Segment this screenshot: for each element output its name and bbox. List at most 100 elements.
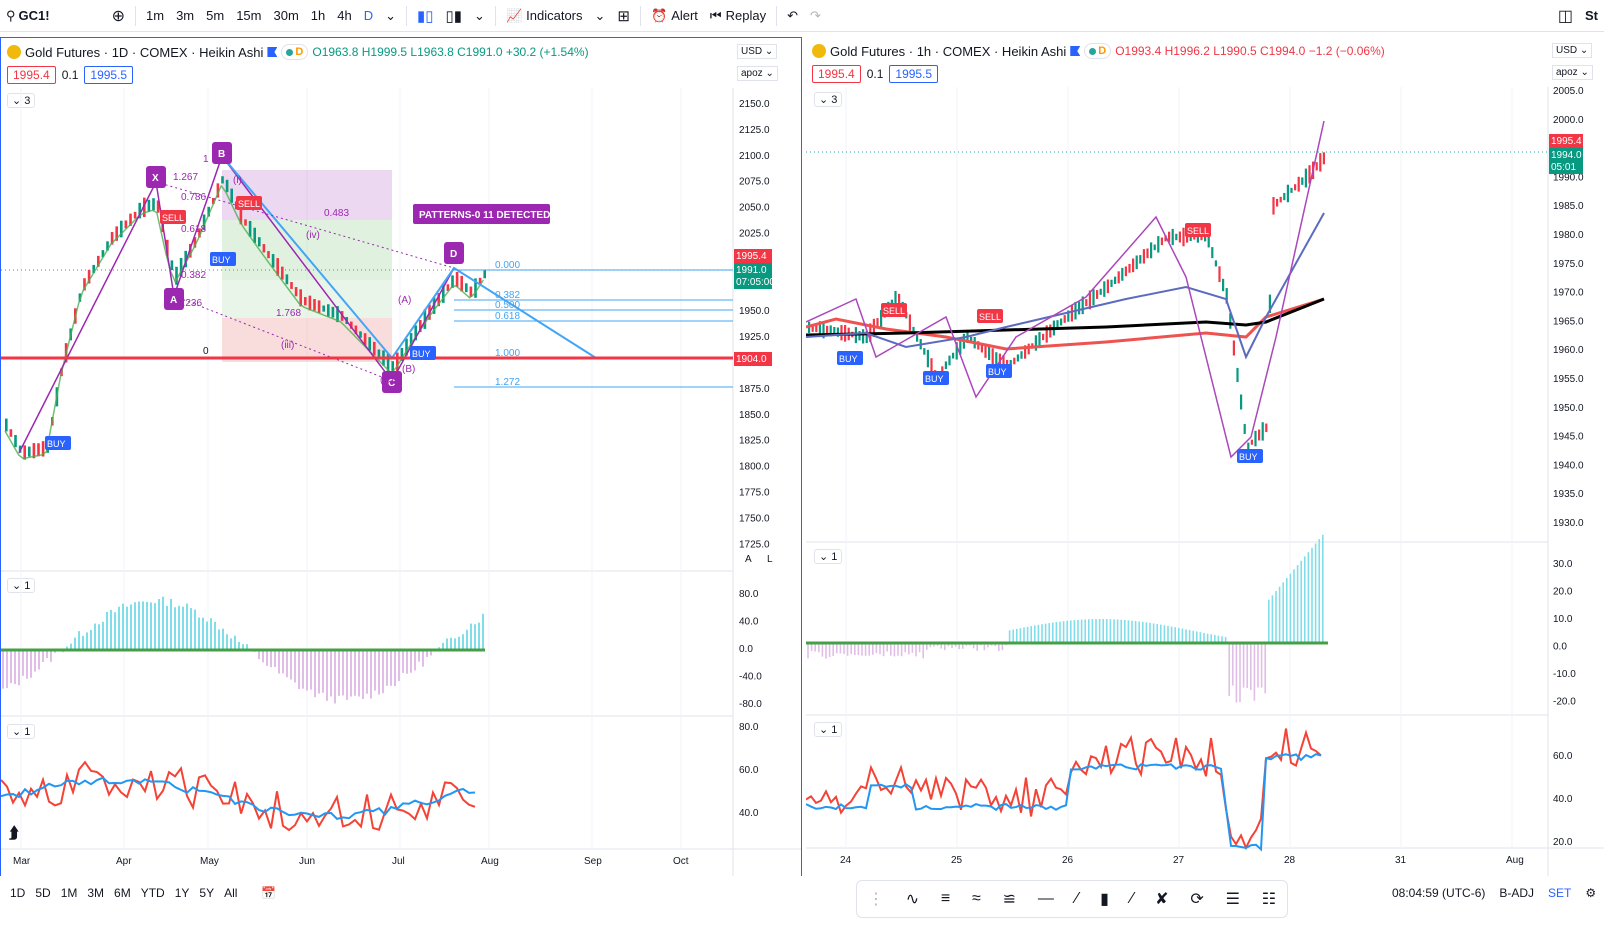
- interval-30m[interactable]: 30m: [273, 8, 299, 23]
- chart-type-dropdown[interactable]: ⌄: [468, 0, 491, 32]
- horizontal-ray-icon[interactable]: —: [1037, 890, 1054, 907]
- log-scale-button[interactable]: L: [767, 554, 773, 565]
- market-status[interactable]: D: [1084, 43, 1112, 59]
- range-1y[interactable]: 1Y: [174, 886, 190, 900]
- cycle-icon[interactable]: ⟳: [1190, 891, 1204, 908]
- indicators-dropdown[interactable]: ⌄: [589, 0, 612, 32]
- osc-pane-toggle[interactable]: ⌄ 1: [814, 549, 843, 564]
- interval-1m[interactable]: 1m: [146, 8, 165, 23]
- settings-gear-icon[interactable]: ⚙: [1585, 886, 1597, 900]
- interval-3m[interactable]: 3m: [176, 8, 195, 23]
- signal-marker[interactable]: [1237, 449, 1263, 463]
- layout-toggle-button[interactable]: ◫: [1552, 0, 1579, 32]
- bar-style-button[interactable]: ▮▯: [411, 0, 440, 32]
- interval-1h[interactable]: 1h: [310, 8, 326, 23]
- drag-handle-icon[interactable]: ⋮: [867, 891, 884, 908]
- harmonic-point-marker[interactable]: [444, 242, 464, 264]
- daily-chart-canvas[interactable]: ⮭ 2150.02125.02100.02075.02050.02025.020…: [1, 38, 801, 893]
- bars-icon[interactable]: ▮: [1100, 891, 1109, 908]
- chart-title[interactable]: Gold Futures · 1D · COMEX · Heikin Ashi: [25, 44, 264, 60]
- signal-marker[interactable]: [160, 210, 186, 224]
- interval-d[interactable]: D: [363, 8, 374, 23]
- interval-15m[interactable]: 15m: [236, 8, 262, 23]
- scale-mode-selector[interactable]: apoz ⌄: [1552, 65, 1593, 80]
- range-5d[interactable]: 5D: [35, 886, 51, 900]
- undo-button[interactable]: ↶: [781, 0, 804, 32]
- chart-title[interactable]: Gold Futures · 1h · COMEX · Heikin Ashi: [830, 43, 1067, 59]
- profile-text[interactable]: St: [1585, 8, 1598, 23]
- alert-button[interactable]: ⏰ Alert: [645, 0, 704, 32]
- currency-selector[interactable]: USD ⌄: [737, 44, 778, 59]
- pane-collapse-toggle[interactable]: ⌄ 3: [814, 92, 843, 107]
- signal-marker[interactable]: [210, 252, 236, 266]
- currency-selector[interactable]: USD ⌄: [1552, 43, 1593, 58]
- goto-date-icon[interactable]: 📅: [261, 886, 277, 900]
- symbol-search[interactable]: ⚲ GC1!: [0, 0, 56, 32]
- xabcd-icon[interactable]: ✘: [1155, 891, 1169, 908]
- candle: [258, 237, 261, 247]
- harmonic-point-marker[interactable]: [212, 142, 232, 164]
- layout-button[interactable]: ⊞: [611, 0, 636, 32]
- interval-5m[interactable]: 5m: [206, 8, 225, 23]
- pattern-banner[interactable]: [413, 204, 550, 224]
- auto-scale-button[interactable]: A: [745, 554, 752, 565]
- elliott-wave-label: (B): [402, 364, 415, 375]
- chart-panel-daily[interactable]: Gold Futures · 1D · COMEX · Heikin Ashi …: [0, 37, 802, 894]
- lines-icon[interactable]: ≡: [940, 890, 951, 907]
- candle: [1067, 310, 1070, 322]
- range-5y[interactable]: 5Y: [199, 886, 215, 900]
- replay-button[interactable]: ⏮ Replay: [704, 0, 772, 32]
- abcd-icon[interactable]: ≈: [972, 890, 981, 907]
- candle: [478, 277, 482, 285]
- bid-price[interactable]: 1995.4: [7, 66, 56, 84]
- range-ytd[interactable]: YTD: [140, 886, 165, 900]
- signal-marker[interactable]: [881, 303, 907, 317]
- trend-pattern-icon[interactable]: ∿: [905, 891, 920, 908]
- range-3m[interactable]: 3M: [87, 886, 105, 900]
- chart-panel-hourly[interactable]: Gold Futures · 1h · COMEX · Heikin Ashi …: [806, 37, 1604, 894]
- fib-icon[interactable]: ☰: [1225, 891, 1240, 908]
- signal-marker[interactable]: [236, 196, 262, 210]
- split-layout-icon: ◫: [1557, 7, 1573, 25]
- adjustment-toggle[interactable]: B-ADJ: [1499, 886, 1535, 900]
- signal-marker[interactable]: [1185, 223, 1211, 237]
- fib-extension-icon[interactable]: ☷: [1261, 891, 1277, 908]
- range-all[interactable]: All: [224, 886, 238, 900]
- parallel-channel-icon[interactable]: ≌: [1002, 891, 1017, 908]
- flag-icon[interactable]: [267, 47, 278, 57]
- harmonic-point-marker[interactable]: [146, 166, 166, 188]
- candle: [373, 341, 376, 356]
- signal-marker[interactable]: [923, 371, 949, 385]
- bid-price[interactable]: 1995.4: [812, 65, 861, 83]
- session-toggle[interactable]: SET: [1548, 886, 1572, 900]
- harmonic-point-marker[interactable]: [164, 288, 184, 310]
- clock-display[interactable]: 08:04:59 (UTC-6): [1392, 886, 1486, 900]
- interval-dropdown[interactable]: ⌄: [379, 0, 402, 32]
- trend-line-icon[interactable]: ⁄: [1130, 890, 1134, 907]
- range-6m[interactable]: 6M: [114, 886, 131, 900]
- signal-marker[interactable]: [410, 346, 436, 360]
- hourly-chart-canvas[interactable]: 2005.02000.01995.01990.01985.01980.01975…: [806, 37, 1604, 892]
- signal-marker[interactable]: [977, 309, 1003, 323]
- ask-price[interactable]: 1995.5: [889, 65, 939, 83]
- signal-marker[interactable]: [45, 436, 71, 450]
- range-1m[interactable]: 1M: [60, 886, 78, 900]
- interval-4h[interactable]: 4h: [337, 8, 352, 23]
- range-1d[interactable]: 1D: [10, 886, 26, 900]
- candle: [133, 211, 137, 219]
- scale-mode-selector[interactable]: apoz ⌄: [737, 66, 778, 81]
- chart-type-button[interactable]: ▯▮: [440, 0, 469, 32]
- rsi-pane-toggle[interactable]: ⌄ 1: [814, 722, 843, 737]
- candle: [216, 183, 220, 198]
- candle: [1045, 325, 1048, 343]
- signal-marker[interactable]: [837, 351, 863, 365]
- compare-button[interactable]: ⊕: [106, 0, 131, 32]
- indicators-button[interactable]: 📈 Indicators: [500, 0, 589, 32]
- market-status[interactable]: D: [281, 44, 309, 60]
- harmonic-point-marker[interactable]: [382, 371, 402, 393]
- redo-button[interactable]: ↷: [804, 0, 827, 32]
- signal-marker[interactable]: [986, 364, 1012, 378]
- ask-price[interactable]: 1995.5: [84, 66, 134, 84]
- brush-icon[interactable]: ∕: [1075, 890, 1079, 907]
- flag-icon[interactable]: [1070, 46, 1081, 56]
